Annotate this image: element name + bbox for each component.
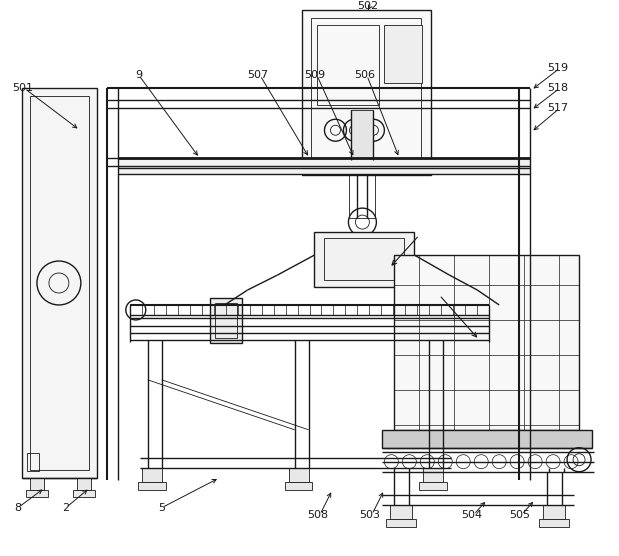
Bar <box>314 232 414 287</box>
Bar <box>384 26 422 83</box>
Bar <box>391 505 412 519</box>
Text: 5: 5 <box>158 503 165 513</box>
Text: 9: 9 <box>135 70 142 80</box>
Text: 503: 503 <box>360 510 381 520</box>
Text: 509: 509 <box>305 70 326 80</box>
Text: 508: 508 <box>308 510 329 520</box>
Bar <box>77 478 91 490</box>
Bar <box>492 298 524 343</box>
Bar <box>30 96 89 470</box>
Bar <box>350 174 375 218</box>
Bar <box>26 490 48 497</box>
Bar <box>118 158 530 174</box>
Bar <box>138 481 166 490</box>
Text: 501: 501 <box>12 83 33 93</box>
Bar <box>285 481 313 490</box>
Bar <box>318 26 379 105</box>
Text: 504: 504 <box>461 510 482 520</box>
Bar <box>386 519 417 527</box>
Bar <box>215 303 236 338</box>
Bar <box>394 255 579 430</box>
Bar <box>324 238 404 280</box>
Bar <box>352 110 373 160</box>
Bar <box>543 505 565 519</box>
Text: 518: 518 <box>547 83 568 93</box>
Bar <box>30 478 44 490</box>
Text: 519: 519 <box>547 63 568 73</box>
Bar <box>210 298 241 343</box>
Bar <box>539 519 569 527</box>
Bar <box>497 303 519 338</box>
Text: 505: 505 <box>509 510 530 520</box>
Text: 8: 8 <box>14 503 21 513</box>
Bar <box>288 468 308 481</box>
Bar <box>423 468 443 481</box>
Bar <box>142 468 162 481</box>
Bar <box>22 88 97 478</box>
Bar <box>383 430 592 448</box>
Text: 517: 517 <box>547 103 568 113</box>
Bar <box>419 481 448 490</box>
Text: 506: 506 <box>355 70 376 80</box>
Bar <box>301 11 431 175</box>
Bar <box>73 490 95 497</box>
Text: 502: 502 <box>357 2 379 12</box>
Text: 2: 2 <box>62 503 69 513</box>
Bar <box>27 453 39 471</box>
Text: 507: 507 <box>248 70 269 80</box>
Bar <box>311 18 422 166</box>
